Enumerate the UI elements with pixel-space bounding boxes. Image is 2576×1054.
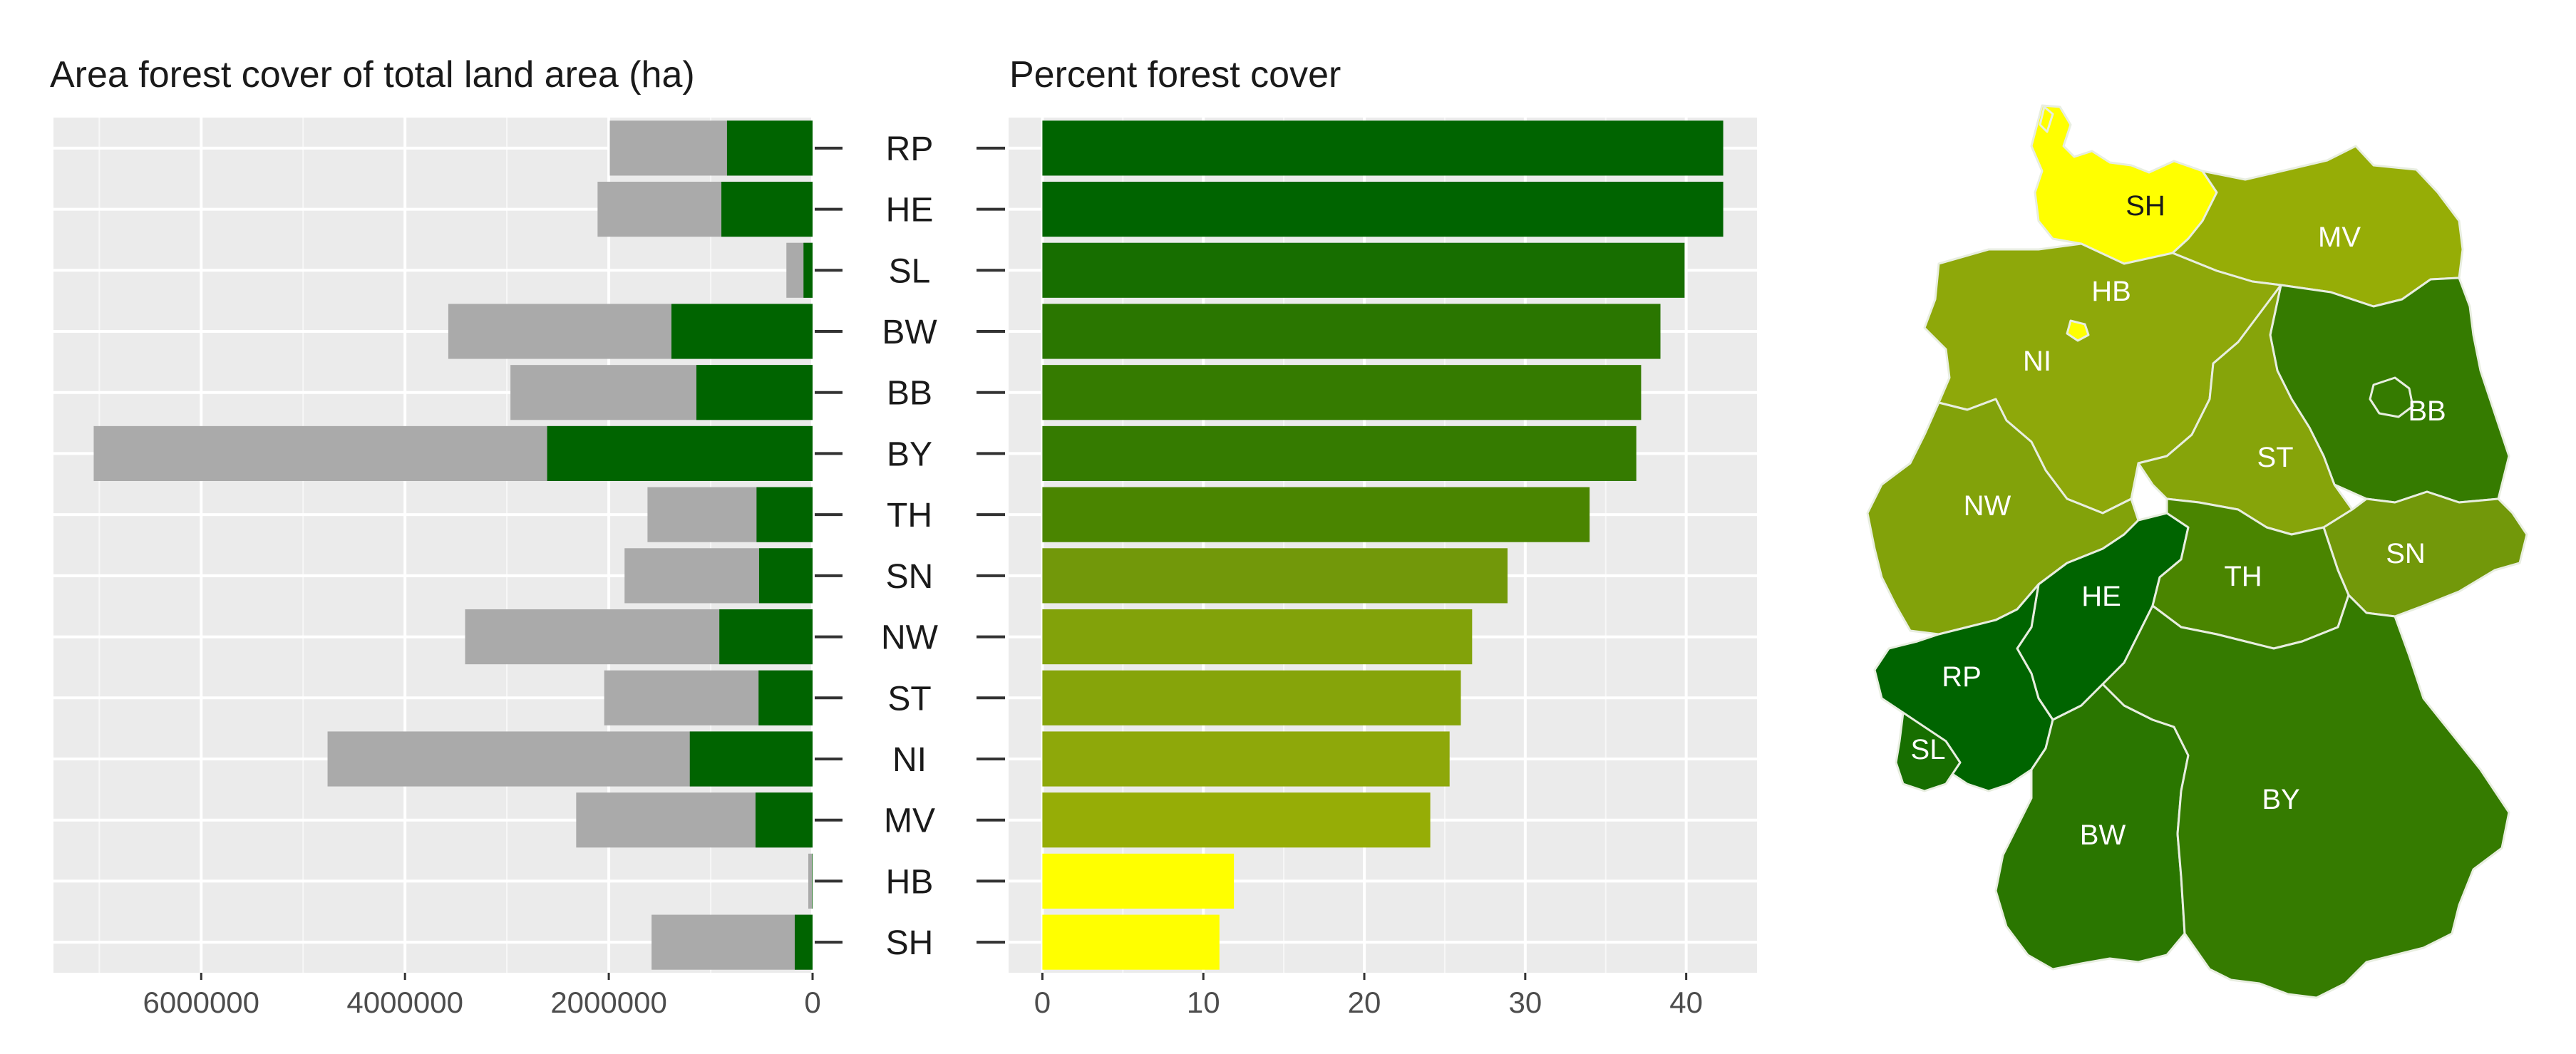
state-label-sh: SH: [886, 924, 934, 962]
state-label-by: BY: [887, 435, 932, 473]
right-x-tick-label: 10: [1187, 986, 1220, 1019]
right-x-tick-label: 40: [1669, 986, 1703, 1019]
percent-bar-st: [1042, 670, 1461, 725]
state-label-ni: NI: [892, 741, 927, 779]
map-label-bw: BW: [2080, 820, 2126, 851]
forest-area-bar-sn: [758, 548, 813, 604]
forest-area-bar-he: [721, 182, 813, 237]
land-area-bar-hb: [808, 853, 813, 909]
percent-bar-nw: [1042, 609, 1473, 665]
right-bars: [1042, 120, 1724, 970]
percent-bar-hb: [1042, 853, 1235, 909]
percent-bar-bb: [1042, 365, 1642, 420]
right-x-tick-label: 30: [1508, 986, 1542, 1019]
state-label-he: HE: [886, 192, 934, 229]
forest-area-bar-mv: [755, 792, 813, 848]
map-island-north: [2039, 105, 2054, 133]
right-chart-title: Percent forest cover: [1009, 54, 1341, 95]
right-x-tick-label: 0: [1034, 986, 1051, 1019]
forest-area-bar-bb: [696, 365, 813, 420]
map-label-th: TH: [2224, 561, 2262, 592]
forest-area-bar-st: [758, 670, 813, 725]
map-region-hb: [2066, 319, 2090, 342]
state-label-th: TH: [887, 497, 932, 534]
state-label-mv: MV: [884, 802, 935, 840]
left-x-tick-label: 4000000: [346, 986, 463, 1019]
percent-bar-mv: [1042, 792, 1431, 848]
percent-bar-he: [1042, 182, 1724, 237]
left-x-tick-label: 0: [804, 986, 820, 1019]
forest-area-bar-nw: [719, 609, 813, 665]
map-label-rp: RP: [1942, 661, 1982, 693]
land-area-bar-sh: [651, 914, 813, 970]
state-label-sn: SN: [886, 558, 934, 596]
percent-bar-bw: [1042, 304, 1661, 359]
forest-area-bar-bw: [671, 304, 813, 359]
map-label-he: HE: [2081, 581, 2121, 612]
state-label-bb: BB: [887, 375, 932, 413]
percent-bar-by: [1042, 425, 1637, 481]
left-x-tick-label: 2000000: [550, 986, 667, 1019]
forest-area-bar-th: [756, 487, 813, 542]
left-x-axis: 6000000 4000000 2000000 0: [143, 973, 821, 1019]
map-labels: SH MV HB NI BB ST NW SN HE TH RP SL BW BY: [1911, 190, 2446, 851]
percent-bar-rp: [1042, 120, 1724, 176]
map-label-sl: SL: [1911, 734, 1946, 765]
forest-area-bar-ni: [689, 731, 813, 787]
forest-area-bar-rp: [726, 120, 813, 176]
percent-bar-sl: [1042, 242, 1685, 298]
forest-area-bar-hb: [812, 853, 813, 909]
forest-area-bar-sh: [794, 914, 813, 970]
map-label-ni: NI: [2023, 346, 2051, 377]
map-label-hb: HB: [2091, 276, 2131, 307]
map-label-bb: BB: [2408, 396, 2446, 427]
forest-area-bar-sl: [803, 242, 813, 298]
map-label-mv: MV: [2318, 222, 2361, 253]
forest-area-bar-by: [547, 425, 813, 481]
left-bars: [93, 120, 813, 970]
map-label-sn: SN: [2386, 538, 2426, 569]
percent-bar-sh: [1042, 914, 1220, 970]
state-axis: RP HE SL BW BB BY TH SN NW ST NI MV HB SH: [815, 130, 1005, 962]
state-label-bw: BW: [882, 314, 937, 351]
percent-bar-th: [1042, 487, 1590, 542]
state-label-hb: HB: [886, 863, 934, 901]
right-x-tick-label: 20: [1348, 986, 1381, 1019]
state-label-rp: RP: [886, 130, 934, 168]
map-label-by: BY: [2262, 784, 2299, 815]
percent-bar-sn: [1042, 548, 1508, 604]
map-region-by: [2101, 594, 2510, 999]
map-label-sh: SH: [2126, 190, 2165, 222]
map-label-nw: NW: [1964, 490, 2011, 522]
map-region-sl: [1895, 711, 1962, 792]
right-x-axis: 0 10 20 30 40: [1034, 973, 1703, 1019]
germany-map: [1866, 104, 2528, 999]
left-chart-title: Area forest cover of total land area (ha…: [50, 54, 695, 95]
left-x-tick-label: 6000000: [143, 986, 260, 1019]
map-berlin-hole: [2369, 376, 2414, 418]
state-label-sl: SL: [889, 252, 931, 290]
percent-bar-ni: [1042, 731, 1450, 787]
map-label-st: ST: [2257, 442, 2293, 473]
state-label-nw: NW: [881, 619, 939, 657]
state-label-st: ST: [887, 680, 931, 718]
